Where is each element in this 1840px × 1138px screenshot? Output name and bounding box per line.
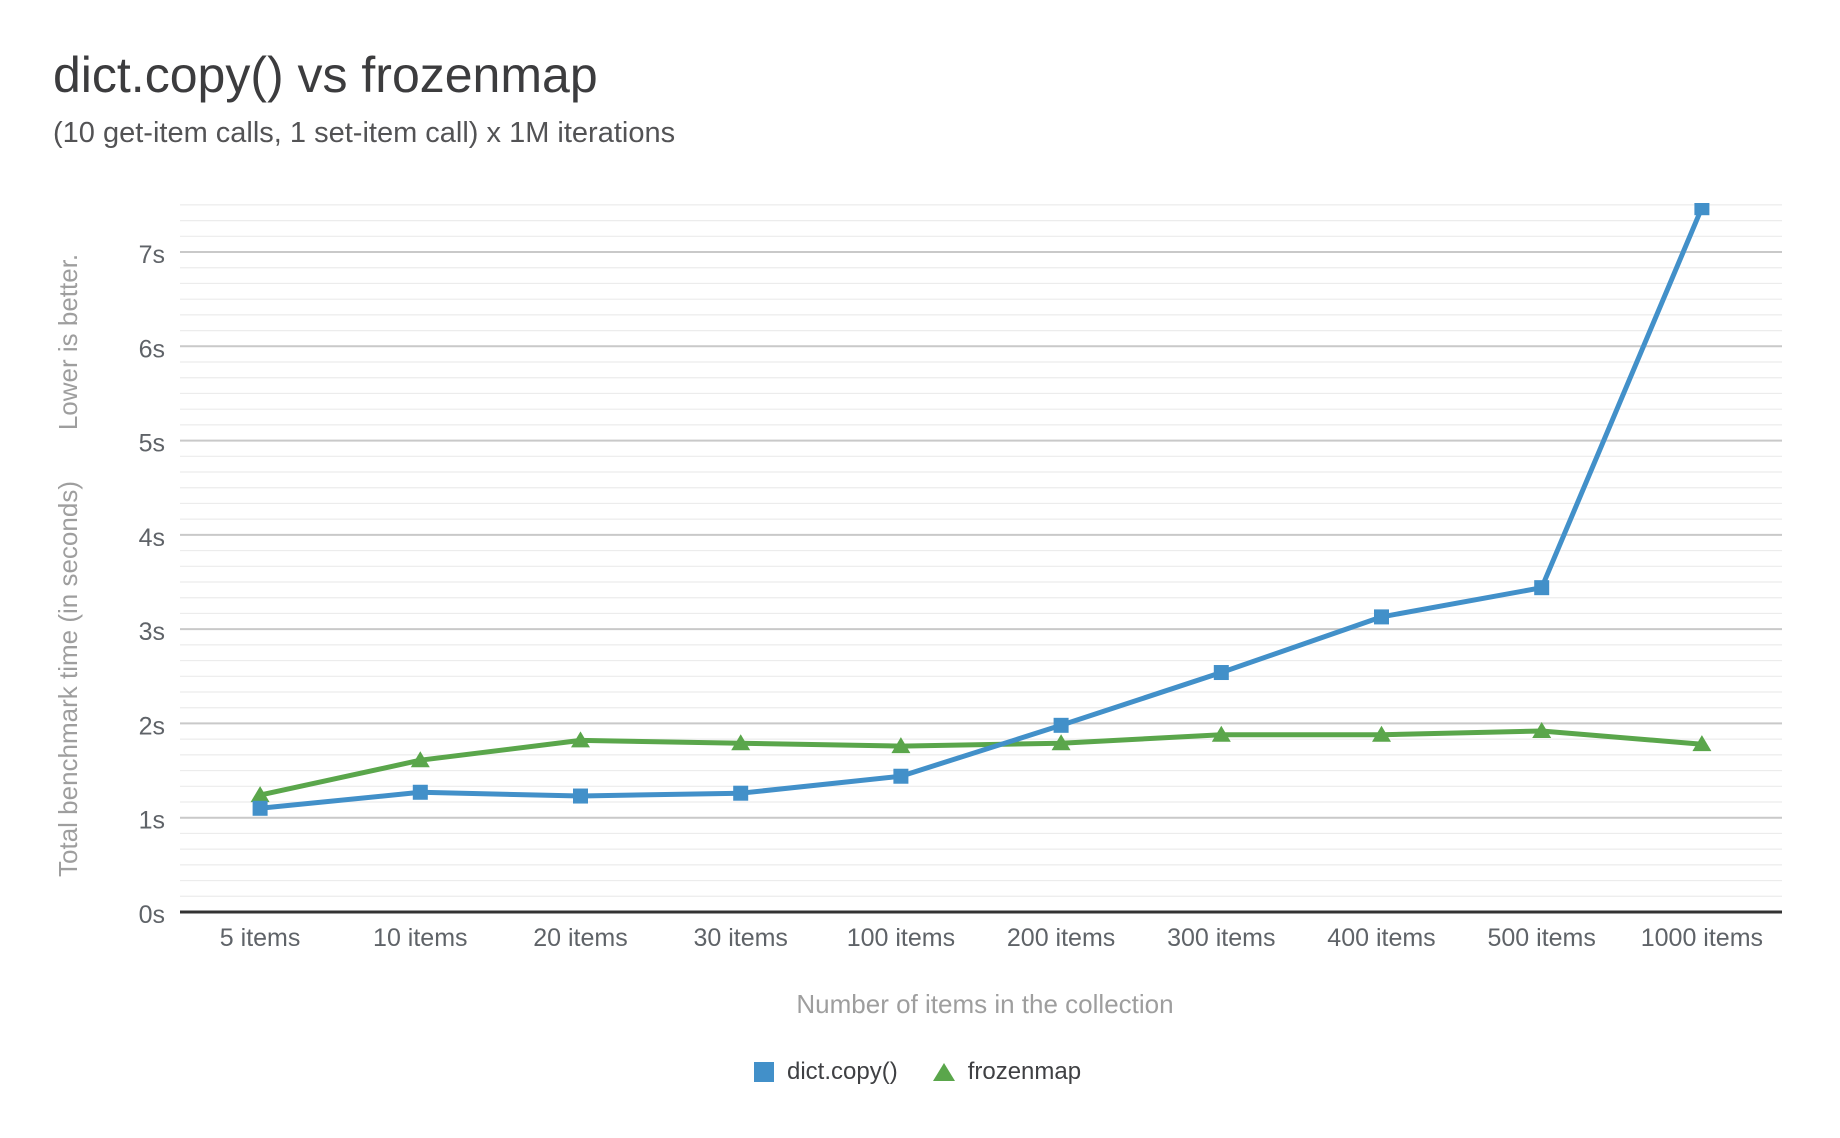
data-point-marker	[1211, 725, 1231, 742]
data-point-marker	[1694, 203, 1710, 216]
legend-item-frozenmap: frozenmap	[932, 1058, 1082, 1086]
x-tick-label: 500 items	[1488, 924, 1596, 952]
y-tick-label: 7s	[139, 241, 165, 269]
x-tick-label: 100 items	[847, 924, 955, 952]
data-point-marker	[1692, 735, 1712, 752]
y-tick-label: 2s	[139, 712, 165, 740]
y-tick-label: 4s	[139, 524, 165, 552]
legend-label-dict-copy: dict.copy()	[787, 1058, 898, 1085]
data-point-marker	[1374, 609, 1389, 625]
data-point-marker	[1213, 665, 1229, 681]
series-line-0	[257, 205, 1705, 811]
data-point-marker	[1372, 725, 1391, 742]
series-layer	[250, 203, 1712, 816]
y-axis-title: Total benchmark time (in seconds)	[53, 481, 83, 877]
data-point-marker	[731, 734, 751, 751]
x-tick-label: 5 items	[220, 924, 301, 952]
series-0	[252, 203, 1710, 816]
data-point-marker	[571, 731, 590, 748]
series-line-1	[257, 728, 1705, 798]
x-tick-label: 30 items	[693, 924, 787, 952]
x-tick-label: 300 items	[1167, 924, 1275, 952]
y-tick-label: 5s	[139, 430, 165, 458]
data-point-marker	[573, 788, 588, 804]
data-point-marker	[250, 786, 270, 803]
data-point-marker	[410, 751, 430, 768]
chart-title: dict.copy() vs frozenmap	[53, 47, 598, 103]
x-tick-label: 1000 items	[1641, 924, 1763, 952]
chart-legend: dict.copy() frozenmap	[754, 1058, 1081, 1086]
y-tick-label: 1s	[139, 807, 165, 835]
square-marker-icon	[754, 1062, 774, 1082]
x-tick-label: 200 items	[1007, 924, 1115, 952]
axis-tick-labels: 0s 1s 2s 3s 4s 5s 6s 7s 5 items 10 items 20 items 3…	[139, 241, 1763, 952]
data-point-marker	[893, 768, 909, 784]
data-point-marker	[1051, 734, 1071, 751]
y-tick-label: 6s	[139, 335, 165, 363]
data-point-marker	[412, 784, 428, 800]
x-tick-label: 400 items	[1327, 924, 1435, 952]
x-tick-label: 20 items	[533, 924, 627, 952]
triangle-marker-icon	[932, 1063, 955, 1081]
y-tick-label: 0s	[139, 901, 165, 929]
y-axis-note: Lower is better.	[53, 254, 83, 430]
data-point-marker	[252, 800, 268, 816]
data-point-marker	[733, 785, 749, 801]
gridlines	[180, 204, 1782, 914]
data-point-marker	[891, 737, 911, 754]
legend-item-dict-copy: dict.copy()	[754, 1058, 898, 1086]
data-point-marker	[1532, 721, 1552, 738]
x-tick-label: 10 items	[373, 924, 467, 952]
x-axis-title: Number of items in the collection	[796, 989, 1173, 1019]
series-1	[250, 721, 1712, 803]
data-point-marker	[1534, 580, 1550, 596]
chart-subtitle: (10 get-item calls, 1 set-item call) x 1…	[53, 117, 676, 149]
legend-label-frozenmap: frozenmap	[967, 1058, 1082, 1085]
y-tick-label: 3s	[139, 618, 165, 646]
data-point-marker	[1053, 717, 1069, 733]
